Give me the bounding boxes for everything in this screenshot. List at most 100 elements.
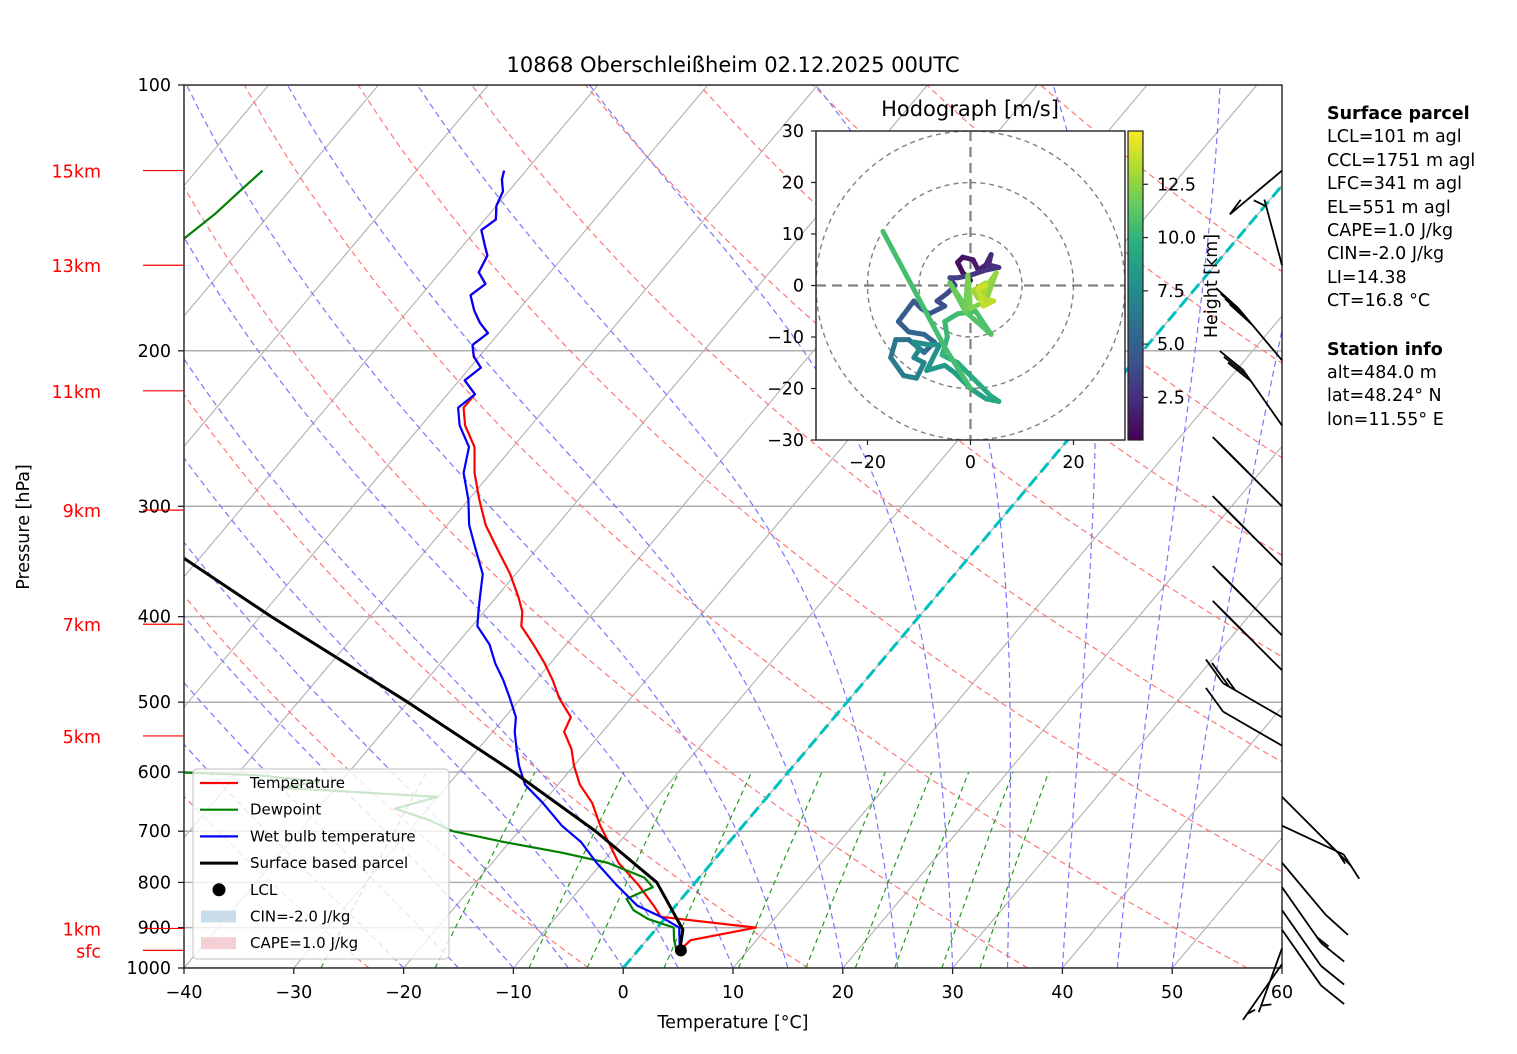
hodograph-y-tick-label: 0 — [793, 277, 804, 297]
wind-barb — [1212, 495, 1283, 567]
barb-half-flag — [1316, 936, 1330, 948]
colorbar-tick-label: 2.5 — [1157, 388, 1185, 408]
isotherm-line — [952, 575, 1282, 968]
hodograph-segment — [975, 285, 986, 309]
barb-half-flag — [1237, 590, 1250, 603]
hodograph-segment — [965, 311, 994, 337]
dry-adiabat-line — [243, 85, 1248, 968]
mixing-ratio-line — [805, 771, 886, 968]
hodograph-segment — [924, 342, 943, 373]
hodograph-trace — [880, 228, 1002, 404]
surface-line-li: LI=14.38 — [1327, 267, 1407, 288]
hodograph-x-tick-label: 20 — [1062, 453, 1084, 473]
hodograph-ring — [918, 233, 1023, 338]
y-tick-label: 400 — [138, 608, 171, 628]
barb-shaft — [1281, 862, 1327, 916]
hodograph-segment — [942, 319, 950, 340]
barb-shaft — [1222, 682, 1283, 719]
mixing-ratio-line — [528, 771, 625, 968]
zero-isotherm-line — [622, 183, 1282, 968]
barb-half-flag — [1324, 839, 1337, 852]
hodograph-segment — [906, 329, 927, 337]
wind-barb — [1281, 909, 1345, 986]
height-marker-label: 13km — [52, 257, 101, 277]
hodograph-segment — [942, 311, 961, 325]
lcl-marker — [674, 944, 687, 957]
mixing-ratio-line — [586, 771, 680, 968]
y-tick-label: 200 — [138, 342, 171, 362]
hodograph-segment — [880, 228, 973, 391]
hodograph-segment — [968, 267, 989, 278]
wind-barb — [1212, 600, 1283, 671]
barb-flag — [1320, 984, 1345, 1005]
moist-adiabat-line — [184, 615, 514, 968]
dry-adiabat-line — [357, 85, 1282, 873]
legend-label: CIN=-2.0 J/kg — [250, 908, 350, 926]
wind-barb — [1212, 436, 1283, 507]
moist-adiabat-line — [416, 85, 899, 968]
surface-line-el: EL=551 m agl — [1327, 197, 1451, 218]
moist-adiabat-line — [184, 457, 624, 968]
mixing-ratio-line — [979, 771, 1050, 968]
x-tick-label: 30 — [941, 983, 963, 1003]
hodograph-segment — [975, 380, 994, 399]
station-line-alt: alt=484.0 m — [1327, 363, 1437, 384]
hodograph-segment — [888, 355, 907, 379]
moist-adiabat-line — [184, 236, 734, 968]
legend-label: Dewpoint — [250, 801, 321, 819]
barb-flag — [1211, 662, 1230, 688]
lcl-dot — [674, 944, 687, 957]
mixing-ratio-line — [434, 771, 536, 968]
barb-shaft — [1229, 169, 1283, 215]
height-marker-label: 15km — [52, 163, 101, 183]
hodograph-y-tick-label: −10 — [767, 328, 804, 348]
temperature-axis: −40 −30 −20 −10 0 10 20 30 40 50 60 — [166, 968, 1293, 1003]
dry-adiabat-line — [184, 594, 589, 968]
surface-line-lfc: LFC=341 m agl — [1327, 174, 1462, 195]
barb-half-flag — [1253, 199, 1267, 208]
height-marker-label: 11km — [52, 383, 101, 403]
barb-flag — [1219, 292, 1244, 315]
x-tick-label: 20 — [832, 983, 854, 1003]
y-tick-label: 1000 — [126, 959, 171, 979]
barb-flag — [1325, 914, 1349, 936]
moist-adiabat-line — [1116, 85, 1221, 968]
chart-title: 10868 Oberschleißheim 02.12.2025 00UTC — [507, 53, 960, 77]
mixing-ratio-line — [854, 771, 933, 968]
barb-half-flag — [1237, 520, 1250, 533]
barb-flag — [1226, 451, 1250, 474]
wind-barb — [1229, 169, 1283, 215]
moist-adiabat-line — [184, 681, 459, 968]
dry-adiabat-line — [471, 85, 1282, 763]
colorbar-tick-label: 7.5 — [1157, 282, 1185, 302]
dewpoint-line — [184, 169, 678, 951]
barb-flag — [1205, 658, 1224, 684]
hodograph-segment — [965, 272, 973, 312]
barb-half-flag — [1225, 677, 1236, 691]
station-line-lon: lon=11.55° E — [1327, 409, 1444, 430]
wind-barb — [1212, 565, 1283, 636]
mixing-ratio-line — [894, 771, 970, 968]
hodograph-segment — [955, 360, 981, 386]
barb-flag — [1224, 298, 1248, 320]
y-tick-label: 500 — [138, 693, 171, 713]
wind-barb — [1281, 886, 1345, 963]
barb-shaft — [1263, 199, 1283, 266]
dry-adiabat-line — [184, 186, 1029, 968]
hodograph-x-tick-label: −20 — [849, 453, 886, 473]
wind-barb — [1281, 862, 1349, 936]
isotherm-line — [184, 85, 489, 448]
y-tick-label: 100 — [138, 76, 171, 96]
barb-half-flag — [1336, 850, 1346, 865]
hodograph-y-tick-label: 30 — [782, 122, 804, 142]
barb-flag — [1320, 965, 1345, 986]
legend-label: CAPE=1.0 J/kg — [250, 934, 358, 952]
hodograph-segment — [975, 283, 989, 291]
height-marker-label: 7km — [63, 616, 101, 636]
hodograph-title: Hodograph [m/s] — [881, 97, 1059, 121]
surface-based-parcel-line — [184, 556, 685, 951]
colorbar-tick-label: 5.0 — [1157, 335, 1185, 355]
moist-adiabat-line — [184, 541, 569, 968]
legend-label: Temperature — [249, 774, 345, 792]
